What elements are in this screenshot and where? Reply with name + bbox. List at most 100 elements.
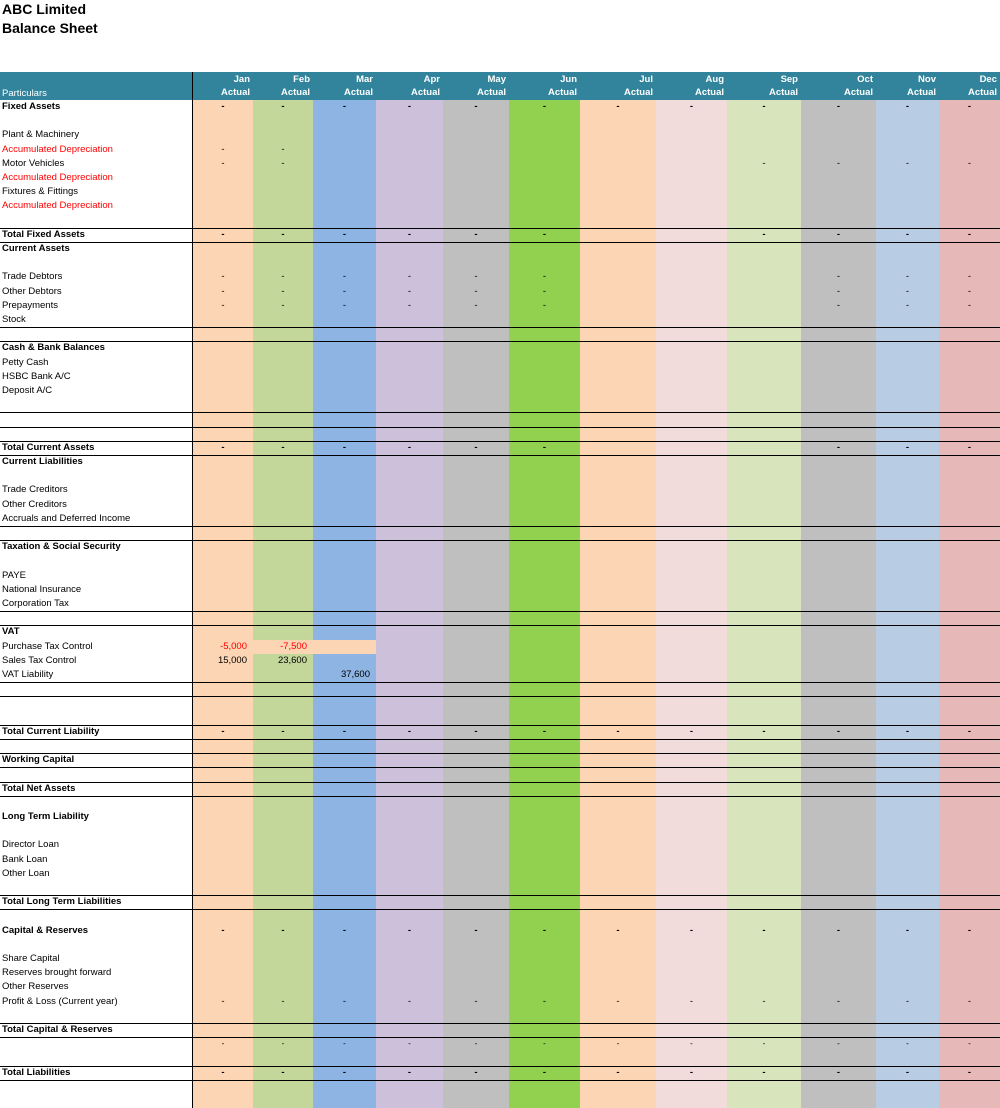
- cell-nov[interactable]: -: [905, 1066, 910, 1078]
- cell-oct[interactable]: -: [836, 725, 841, 737]
- cell-oct[interactable]: -: [836, 995, 841, 1007]
- cell-apr[interactable]: -: [408, 1039, 411, 1049]
- cell-feb[interactable]: -7,500: [280, 640, 307, 652]
- cell-nov[interactable]: -: [905, 157, 910, 169]
- cell-may[interactable]: -: [474, 101, 478, 112]
- cell-feb[interactable]: -: [281, 299, 285, 311]
- cell-mar[interactable]: -: [343, 1039, 346, 1049]
- cell-apr[interactable]: -: [407, 1066, 412, 1078]
- cell-jun[interactable]: -: [542, 924, 547, 936]
- cell-oct[interactable]: -: [836, 441, 841, 453]
- cell-mar[interactable]: -: [342, 725, 347, 737]
- cell-aug[interactable]: -: [689, 101, 694, 112]
- cell-mar[interactable]: -: [342, 285, 347, 297]
- cell-feb[interactable]: -: [281, 441, 285, 453]
- cell-mar[interactable]: -: [342, 299, 347, 311]
- cell-jul[interactable]: -: [616, 1066, 620, 1078]
- cell-feb[interactable]: -: [281, 285, 285, 297]
- cell-mar[interactable]: -: [342, 101, 347, 112]
- cell-apr[interactable]: -: [407, 228, 412, 240]
- cell-jul[interactable]: -: [616, 924, 620, 936]
- cell-sep[interactable]: -: [762, 157, 766, 169]
- cell-apr[interactable]: -: [407, 101, 412, 112]
- cell-nov[interactable]: -: [905, 995, 910, 1007]
- cell-nov[interactable]: -: [905, 725, 910, 737]
- cell-nov[interactable]: -: [905, 299, 910, 311]
- cell-dec[interactable]: -: [968, 1039, 971, 1049]
- cell-oct[interactable]: -: [836, 299, 841, 311]
- cell-may[interactable]: -: [474, 725, 478, 737]
- cell-oct[interactable]: -: [836, 1066, 841, 1078]
- cell-apr[interactable]: -: [407, 271, 412, 283]
- cell-nov[interactable]: -: [905, 285, 910, 297]
- cell-aug[interactable]: -: [689, 1066, 694, 1078]
- cell-dec[interactable]: -: [967, 157, 972, 169]
- cell-sep[interactable]: -: [762, 924, 766, 936]
- cell-apr[interactable]: -: [407, 285, 412, 297]
- cell-feb[interactable]: -: [281, 924, 285, 936]
- cell-oct[interactable]: -: [836, 271, 841, 283]
- cell-feb[interactable]: 23,600: [277, 654, 307, 666]
- cell-aug[interactable]: -: [690, 1039, 693, 1049]
- cell-sep[interactable]: -: [762, 228, 766, 240]
- cell-jul[interactable]: -: [616, 995, 620, 1007]
- cell-jul[interactable]: -: [616, 101, 620, 112]
- cell-nov[interactable]: -: [905, 101, 910, 112]
- cell-sep[interactable]: -: [762, 725, 766, 737]
- cell-feb[interactable]: -: [281, 271, 285, 283]
- cell-jan[interactable]: -: [221, 143, 225, 155]
- cell-dec[interactable]: -: [967, 441, 972, 453]
- cell-sep[interactable]: -: [762, 995, 766, 1007]
- cell-jan[interactable]: -: [221, 299, 225, 311]
- cell-jun[interactable]: -: [543, 1039, 546, 1049]
- cell-sep[interactable]: -: [762, 1039, 766, 1049]
- cell-mar[interactable]: -: [342, 271, 347, 283]
- cell-dec[interactable]: -: [967, 995, 972, 1007]
- cell-may[interactable]: -: [474, 285, 478, 297]
- cell-may[interactable]: -: [474, 995, 478, 1007]
- cell-apr[interactable]: -: [407, 924, 412, 936]
- cell-dec[interactable]: -: [967, 228, 972, 240]
- cell-nov[interactable]: -: [905, 228, 910, 240]
- cell-jan[interactable]: -: [221, 1039, 225, 1049]
- cell-jan[interactable]: -: [221, 924, 225, 936]
- cell-jan[interactable]: -: [221, 725, 225, 737]
- cell-feb[interactable]: -: [281, 101, 285, 112]
- cell-nov[interactable]: -: [905, 441, 910, 453]
- cell-dec[interactable]: -: [967, 271, 972, 283]
- cell-may[interactable]: -: [474, 1039, 478, 1049]
- cell-feb[interactable]: -: [281, 725, 285, 737]
- cell-oct[interactable]: -: [836, 228, 841, 240]
- cell-mar[interactable]: 37,600: [340, 669, 370, 680]
- cell-jun[interactable]: -: [542, 725, 547, 737]
- cell-jan[interactable]: -5,000: [220, 640, 247, 652]
- cell-nov[interactable]: -: [905, 271, 910, 283]
- cell-may[interactable]: -: [474, 441, 478, 453]
- cell-aug[interactable]: -: [689, 924, 694, 936]
- cell-dec[interactable]: -: [967, 299, 972, 311]
- cell-apr[interactable]: -: [407, 995, 412, 1007]
- cell-feb[interactable]: -: [281, 157, 285, 169]
- cell-aug[interactable]: -: [689, 725, 694, 737]
- cell-feb[interactable]: -: [281, 995, 285, 1007]
- cell-jun[interactable]: -: [542, 285, 547, 297]
- cell-aug[interactable]: -: [689, 995, 694, 1007]
- cell-oct[interactable]: -: [836, 157, 841, 169]
- cell-jun[interactable]: -: [542, 101, 547, 112]
- cell-feb[interactable]: -: [281, 228, 285, 240]
- cell-oct[interactable]: -: [836, 101, 841, 112]
- cell-feb[interactable]: -: [281, 1066, 285, 1078]
- cell-jun[interactable]: -: [542, 1066, 547, 1078]
- cell-oct[interactable]: -: [837, 1039, 840, 1049]
- cell-apr[interactable]: -: [407, 725, 412, 737]
- cell-mar[interactable]: -: [342, 228, 347, 240]
- cell-jun[interactable]: -: [542, 441, 547, 453]
- cell-jan[interactable]: -: [221, 285, 225, 297]
- cell-mar[interactable]: -: [342, 441, 347, 453]
- cell-dec[interactable]: -: [967, 285, 972, 297]
- cell-mar[interactable]: -: [342, 1066, 347, 1078]
- cell-sep[interactable]: -: [762, 1066, 766, 1078]
- cell-mar[interactable]: -: [342, 995, 347, 1007]
- cell-dec[interactable]: -: [967, 101, 972, 112]
- cell-jan[interactable]: -: [221, 1066, 225, 1078]
